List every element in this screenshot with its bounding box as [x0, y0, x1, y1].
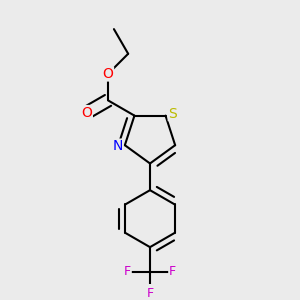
Text: F: F	[146, 287, 154, 300]
Text: O: O	[103, 67, 113, 81]
Text: N: N	[112, 139, 123, 153]
Text: F: F	[124, 265, 131, 278]
Text: F: F	[169, 265, 176, 278]
Text: S: S	[168, 106, 177, 121]
Text: O: O	[81, 106, 92, 120]
